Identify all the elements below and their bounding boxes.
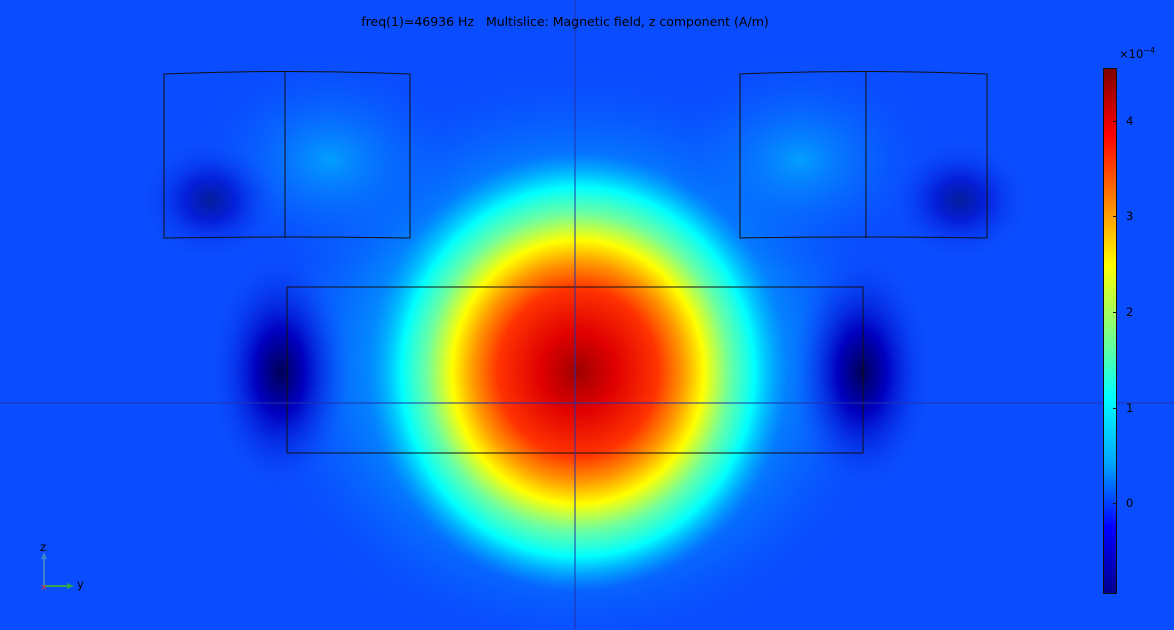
color-legend-tick-mark xyxy=(1113,312,1117,313)
color-legend-tick-label: 0 xyxy=(1126,496,1134,510)
color-legend-tick-mark xyxy=(1113,216,1117,217)
field-minimum-coil-right xyxy=(890,140,1030,260)
x-axis-marker-icon: × xyxy=(40,583,48,593)
z-axis-arrowhead xyxy=(41,552,47,559)
color-legend-exponent: ×10−4 xyxy=(1119,46,1156,61)
color-legend-tick-label: 3 xyxy=(1126,209,1134,223)
color-legend-tick-mark xyxy=(1113,503,1117,504)
coil-outline-right xyxy=(739,71,988,239)
y-axis-arrowhead xyxy=(67,583,74,589)
color-legend-tick-label: 4 xyxy=(1126,114,1134,128)
field-minimum-coil-left xyxy=(140,140,280,260)
field-minimum-left xyxy=(210,252,350,492)
color-legend-tick-mark xyxy=(1113,121,1117,122)
field-peak xyxy=(368,152,788,592)
coil-glow-right xyxy=(660,50,940,270)
color-legend-tick-mark xyxy=(1113,408,1117,409)
coil-outline-left xyxy=(163,71,411,239)
color-legend-bar xyxy=(1103,68,1117,594)
z-axis-label: z xyxy=(40,540,47,554)
field-minimum-right xyxy=(792,252,932,492)
y-axis-label: y xyxy=(77,577,84,591)
plot-title: freq(1)=46936 Hz Multislice: Magnetic fi… xyxy=(361,14,769,29)
axis-orientation-triad: × z y xyxy=(32,540,102,600)
color-legend-tick-label: 2 xyxy=(1126,305,1134,319)
color-legend-tick-label: 1 xyxy=(1126,401,1134,415)
